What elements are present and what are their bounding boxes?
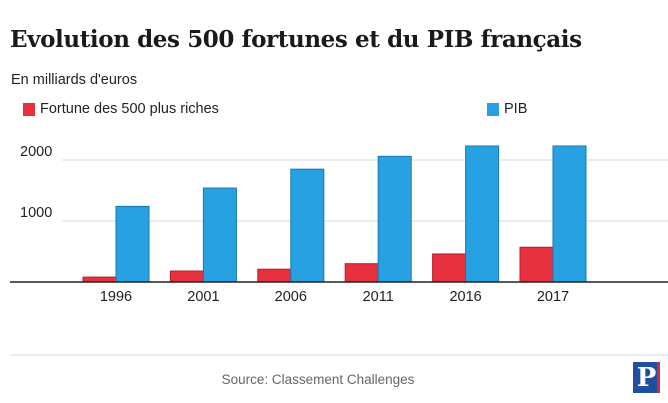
bar-fortune-2016	[432, 253, 467, 283]
x-tick-label-2001: 2001	[187, 289, 219, 305]
legend-swatch-pib	[487, 102, 499, 116]
bar-pib-2017	[552, 145, 587, 283]
x-tick-label-1996: 1996	[100, 289, 132, 305]
source-note: Source: Classement Challenges	[221, 372, 415, 387]
bar-pib-2006	[290, 168, 325, 283]
legend-item-pib: PIB	[487, 100, 527, 118]
x-tick-label-2017: 2017	[537, 289, 569, 305]
y-tick-label-2000: 2000	[20, 144, 52, 160]
bar-pib-1996	[115, 205, 150, 283]
y-tick-label-1000: 1000	[20, 205, 52, 221]
legend-swatch-fortune	[23, 102, 35, 116]
bar-fortune-2011	[344, 263, 379, 283]
publisher-logo: P	[633, 362, 660, 393]
bar-fortune-2001	[169, 270, 204, 283]
x-tick-label-2016: 2016	[449, 289, 481, 305]
bar-fortune-2006	[257, 268, 292, 283]
bar-pib-2016	[465, 145, 500, 283]
bar-pib-2011	[377, 155, 412, 283]
x-tick-label-2006: 2006	[275, 289, 307, 305]
chart-subtitle: En milliards d'euros	[11, 72, 138, 88]
bar-pib-2001	[202, 187, 237, 283]
bar-fortune-2017	[519, 246, 554, 283]
legend-item-fortune: Fortune des 500 plus riches	[23, 100, 219, 118]
legend-label-pib: PIB	[504, 101, 528, 117]
x-tick-label-2011: 2011	[363, 289, 394, 305]
legend-label-fortune: Fortune des 500 plus riches	[40, 101, 219, 117]
chart-title: Evolution des 500 fortunes et du PIB fra…	[10, 26, 582, 53]
